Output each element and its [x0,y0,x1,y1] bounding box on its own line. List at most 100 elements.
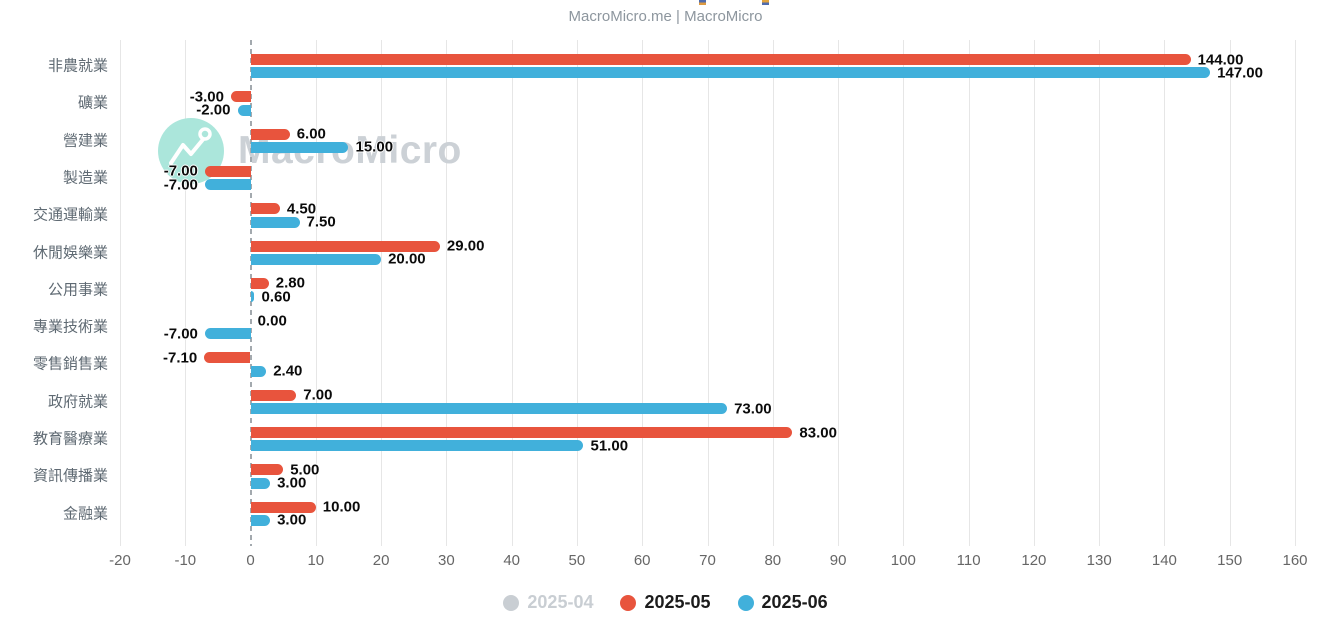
data-label: -3.00 [189,88,224,106]
bar-2025-06[interactable] [204,328,251,340]
gridline [838,40,840,546]
legend-marker-dot [620,594,637,611]
data-label: 15.00 [355,138,394,156]
category-label: 交通運輸業 [32,206,108,224]
x-axis-tick-label: 160 [1282,552,1308,569]
bar-2025-06[interactable] [250,477,271,489]
bar-2025-05[interactable] [250,427,793,438]
x-axis-tick-label: 140 [1151,552,1177,569]
data-label: 144.00 [1197,51,1244,68]
category-label: 政府就業 [47,393,108,411]
chart-credit-subtitle: MacroMicro.me | MacroMicro [568,8,763,25]
data-label: -7.00 [163,176,198,194]
legend-item-2025-04[interactable]: 2025-04 [503,592,593,613]
bar-2025-05[interactable] [250,389,297,401]
x-axis-tick-label: -20 [109,552,131,569]
bar-2025-05[interactable] [250,128,290,140]
gridline [511,40,513,546]
category-label: 公用事業 [47,281,108,299]
category-label: 營建業 [62,132,108,150]
data-label: 2.40 [273,362,303,380]
gridline [1229,40,1231,546]
gridline [381,40,383,546]
gridline [1295,40,1296,546]
cropped-title-fragment [699,0,706,5]
bar-2025-06[interactable] [204,179,251,191]
gridline [446,40,448,546]
macromicro-logo-icon [158,118,224,184]
x-axis-tick-label: 0 [246,552,255,569]
x-axis-tick-label: 110 [956,552,981,569]
data-label: 6.00 [296,125,326,143]
data-label: 5.00 [290,461,320,479]
legend-label: 2025-05 [644,592,711,612]
x-axis-tick-label: 90 [829,552,847,569]
gridline [903,40,905,546]
gridline [642,40,644,546]
category-label: 製造業 [62,169,108,187]
gridline [185,40,187,546]
gridline [315,40,317,546]
gridline [968,40,970,546]
gridline [772,40,774,546]
data-label: 0.60 [261,288,291,306]
bar-2025-05[interactable] [250,277,269,289]
gridline [1164,40,1166,546]
gridline [707,40,709,546]
legend-marker-dot [737,594,754,611]
gridline [120,40,121,546]
bar-2025-06[interactable] [250,216,300,228]
data-label: 20.00 [388,250,426,268]
x-axis-tick-label: 150 [1217,552,1243,569]
bar-2025-05[interactable] [250,203,280,215]
data-label: -7.00 [163,325,198,343]
bar-2025-05[interactable] [250,464,284,476]
legend-label: 2025-04 [527,592,594,612]
data-label: -7.00 [163,162,198,180]
category-label: 教育醫療業 [32,430,108,448]
x-axis-tick-label: 10 [307,552,325,569]
x-axis-tick-label: 80 [764,552,782,569]
x-axis-tick-label: 50 [568,552,586,569]
x-axis-tick-label: 130 [1086,552,1112,569]
x-axis-tick-label: 40 [503,552,521,569]
data-label: 73.00 [734,400,772,417]
bar-2025-05[interactable] [204,165,251,177]
bar-2025-05[interactable] [250,54,1191,65]
bar-2025-06[interactable] [250,403,728,414]
category-label: 資訊傳播業 [32,467,108,485]
cropped-title-fragment [762,0,769,5]
x-axis-tick-label: -10 [174,552,197,569]
bar-2025-06[interactable] [250,291,255,303]
bar-2025-06[interactable] [250,365,267,377]
data-label: 83.00 [799,424,837,441]
category-label: 非農就業 [47,57,108,75]
category-label: 金融業 [62,505,108,523]
legend: 2025-04 2025-05 2025-06 [0,592,1331,613]
bar-2025-05[interactable] [250,240,440,252]
x-axis-tick-label: 100 [890,552,916,569]
bar-2025-05[interactable] [204,352,251,364]
data-label: 147.00 [1217,64,1263,82]
category-label: 礦業 [77,94,108,112]
gridline [576,40,578,546]
category-label: 零售銷售業 [32,355,108,373]
bar-2025-06[interactable] [250,440,584,452]
bar-2025-06[interactable] [250,141,349,153]
bar-2025-05[interactable] [231,91,251,103]
data-label: 3.00 [277,474,307,492]
bar-2025-05[interactable] [250,501,316,513]
legend-marker-dot [503,594,520,611]
bar-2025-06[interactable] [250,67,1211,79]
bar-2025-06[interactable] [237,104,251,116]
data-label: 10.00 [322,498,361,516]
bar-2025-06[interactable] [250,514,271,526]
legend-label: 2025-06 [761,592,828,612]
gridline [1099,40,1101,546]
bar-2025-06[interactable] [250,253,382,265]
x-axis-tick-label: 120 [1021,552,1047,569]
legend-item-2025-06[interactable]: 2025-06 [737,592,828,613]
x-axis-tick-label: 20 [372,552,390,569]
legend-item-2025-05[interactable]: 2025-05 [620,592,711,613]
